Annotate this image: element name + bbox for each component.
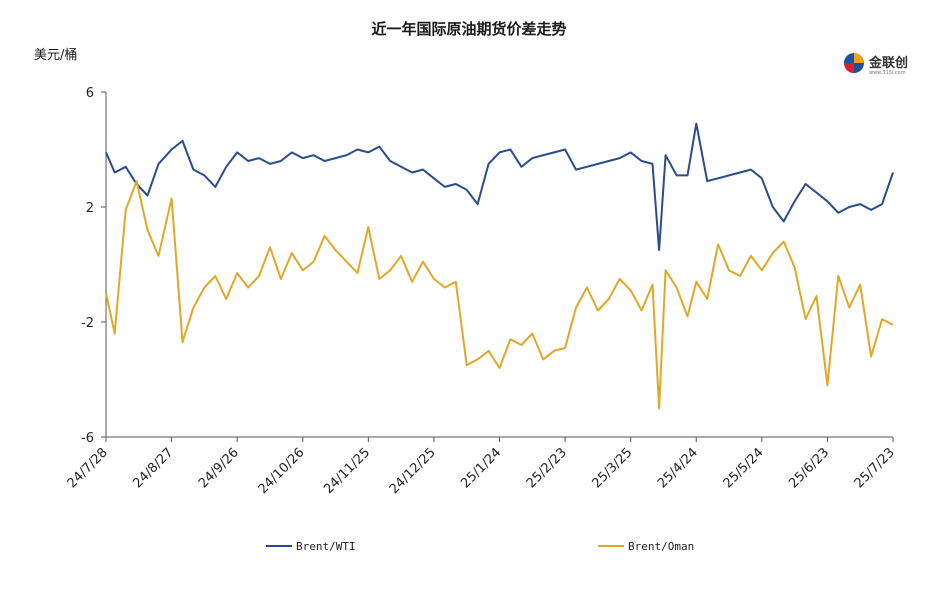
x-tick-label: 25/5/24 — [721, 445, 767, 491]
x-tick-label: 25/4/24 — [655, 445, 701, 491]
x-tick-label: 24/8/27 — [130, 445, 176, 491]
y-tick-label: -6 — [81, 431, 94, 446]
y-tick-label: 6 — [86, 86, 94, 101]
logo-name: 金联创 — [869, 56, 909, 71]
x-tick-label: 24/10/26 — [256, 445, 308, 497]
x-tick-label: 24/7/28 — [65, 445, 111, 491]
series-lines — [105, 122, 894, 410]
series-line-brent-wti — [105, 122, 894, 252]
chart-title: 近一年国际原油期货价差走势 — [371, 20, 567, 38]
y-tick-label: 2 — [86, 201, 94, 216]
x-tick-label: 25/6/23 — [786, 445, 832, 491]
x-tick-label: 24/11/25 — [321, 445, 373, 497]
legend: Brent/WTI Brent/Oman — [266, 540, 694, 553]
y-tick-label: -2 — [81, 316, 94, 331]
legend-label-brent-oman: Brent/Oman — [628, 540, 694, 553]
legend-label-brent-wti: Brent/WTI — [296, 540, 356, 553]
logo-mark-icon — [844, 53, 864, 73]
axes: -6 -2 2 6 24/7/28 24/8/27 24/9/26 24/10/26 24/11… — [65, 86, 898, 497]
x-tick-label: 25/2/23 — [524, 445, 570, 491]
x-tick-label: 25/7/23 — [852, 445, 898, 491]
y-axis-unit-label: 美元/桶 — [34, 48, 78, 63]
series-line-brent-oman — [105, 180, 894, 410]
x-tick-label: 25/1/24 — [458, 445, 504, 491]
x-tick-label: 24/9/26 — [196, 445, 242, 491]
x-tick-label: 25/3/25 — [589, 445, 635, 491]
x-tick-label: 24/12/25 — [387, 445, 439, 497]
brand-logo: 金联创 www.315i.com — [843, 50, 933, 84]
logo-url: www.315i.com — [869, 70, 906, 76]
